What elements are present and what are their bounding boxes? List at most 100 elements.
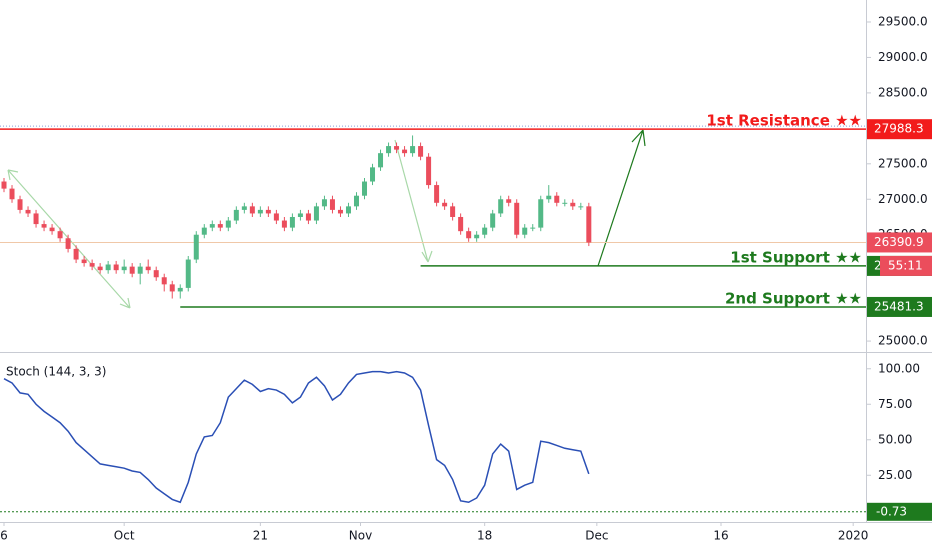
candle-body xyxy=(370,167,376,182)
x-tick-label: 21 xyxy=(253,529,268,543)
y-tick-label: 50.00 xyxy=(878,432,912,446)
candle-body xyxy=(289,216,295,228)
candle-body xyxy=(458,216,464,232)
candle-body xyxy=(273,213,279,221)
candle-body xyxy=(49,227,55,232)
candle-body xyxy=(378,153,384,168)
x-tick-label: Oct xyxy=(114,529,135,543)
candle-body xyxy=(426,156,432,186)
countdown-box xyxy=(880,255,932,276)
candle-body xyxy=(450,206,456,217)
candle-body xyxy=(57,231,63,239)
candle-body xyxy=(410,146,416,154)
y-tick-label: 27500.0 xyxy=(878,156,928,170)
candle-body xyxy=(265,209,271,214)
candle-body xyxy=(578,206,584,208)
candle-body xyxy=(474,234,480,239)
level-value-box xyxy=(867,119,932,140)
projection-arrow xyxy=(597,129,646,267)
candle-body xyxy=(337,209,343,214)
level-value-box xyxy=(867,502,932,521)
candle-body xyxy=(65,238,71,249)
candle-body xyxy=(554,195,560,203)
stoch-line xyxy=(3,370,590,504)
candle-body xyxy=(113,264,119,271)
candle-body xyxy=(121,266,127,271)
candle-body xyxy=(402,149,408,154)
candle-body xyxy=(345,206,351,214)
y-tick-label: 28500.0 xyxy=(878,85,928,99)
candle-body xyxy=(233,209,239,221)
candle-body xyxy=(514,202,520,235)
candle-body xyxy=(209,224,215,228)
candle-body xyxy=(418,146,424,157)
candle-body xyxy=(362,181,368,196)
candle-body xyxy=(490,213,496,228)
candle-body xyxy=(97,266,103,271)
y-tick-label: 29500.0 xyxy=(878,14,928,28)
candle-body xyxy=(201,227,207,235)
countdown-label: 55:11 xyxy=(888,258,923,272)
candle-body xyxy=(281,220,287,228)
candle-body xyxy=(442,202,448,207)
candle-body xyxy=(225,220,231,228)
x-tick-label: 2020 xyxy=(838,529,869,543)
candle-body xyxy=(466,231,472,239)
candle-body xyxy=(257,209,263,214)
level-value-box xyxy=(867,296,932,317)
candle-body xyxy=(41,224,47,228)
candle-body xyxy=(33,213,39,225)
y-tick-label: 100.00 xyxy=(878,361,920,375)
candle-body xyxy=(506,199,512,203)
candle-body xyxy=(530,227,536,229)
candle-body xyxy=(1,181,7,189)
candle-body xyxy=(249,206,255,214)
candle-body xyxy=(73,248,79,260)
level-name: 2nd Support ★★ xyxy=(725,289,862,307)
candle-body xyxy=(193,234,199,260)
candle-body xyxy=(17,199,23,210)
y-tick-label: 27000.0 xyxy=(878,192,928,206)
candle-body xyxy=(305,213,311,221)
candle-body xyxy=(546,195,552,200)
candle-body xyxy=(321,199,327,207)
candle-body xyxy=(562,202,568,204)
candle-body xyxy=(522,227,528,235)
candle-body xyxy=(185,259,191,288)
indicator-title: Stoch (144, 3, 3) xyxy=(6,365,106,379)
candle-body xyxy=(297,213,303,217)
x-tick-label: Nov xyxy=(349,529,372,543)
candle-body xyxy=(9,188,15,200)
candle-body xyxy=(394,146,400,150)
candle-body xyxy=(177,287,183,292)
candle-body xyxy=(25,209,31,214)
y-tick-label: 25.00 xyxy=(878,468,912,482)
candle-body xyxy=(313,206,319,221)
candle-body xyxy=(570,202,576,207)
candle-body xyxy=(353,195,359,207)
candle-body xyxy=(105,264,111,271)
level-value-label: -0.73 xyxy=(876,504,907,518)
candle-body xyxy=(137,266,143,274)
level-name: 1st Resistance ★★ xyxy=(706,112,862,130)
candle-body xyxy=(329,199,335,210)
level-value-label: 27988.3 xyxy=(874,122,924,136)
y-tick-label: 25000.0 xyxy=(878,334,928,348)
candle-body xyxy=(145,266,151,271)
candle-body xyxy=(161,277,167,285)
candle-body xyxy=(89,263,95,267)
candle-body xyxy=(586,206,592,243)
level-name: 1st Support ★★ xyxy=(730,248,862,266)
candle-body xyxy=(129,266,135,274)
level-value-label: 25481.3 xyxy=(874,299,924,313)
x-tick-label: 16 xyxy=(713,529,728,543)
y-tick-label: 29000.0 xyxy=(878,50,928,64)
candle-body xyxy=(434,185,440,203)
candle-body xyxy=(241,206,247,210)
candle-body xyxy=(386,146,392,154)
x-tick-label: Dec xyxy=(585,529,608,543)
last-price-box xyxy=(867,232,932,253)
x-tick-label: 18 xyxy=(477,529,492,543)
candle-body xyxy=(153,270,159,278)
